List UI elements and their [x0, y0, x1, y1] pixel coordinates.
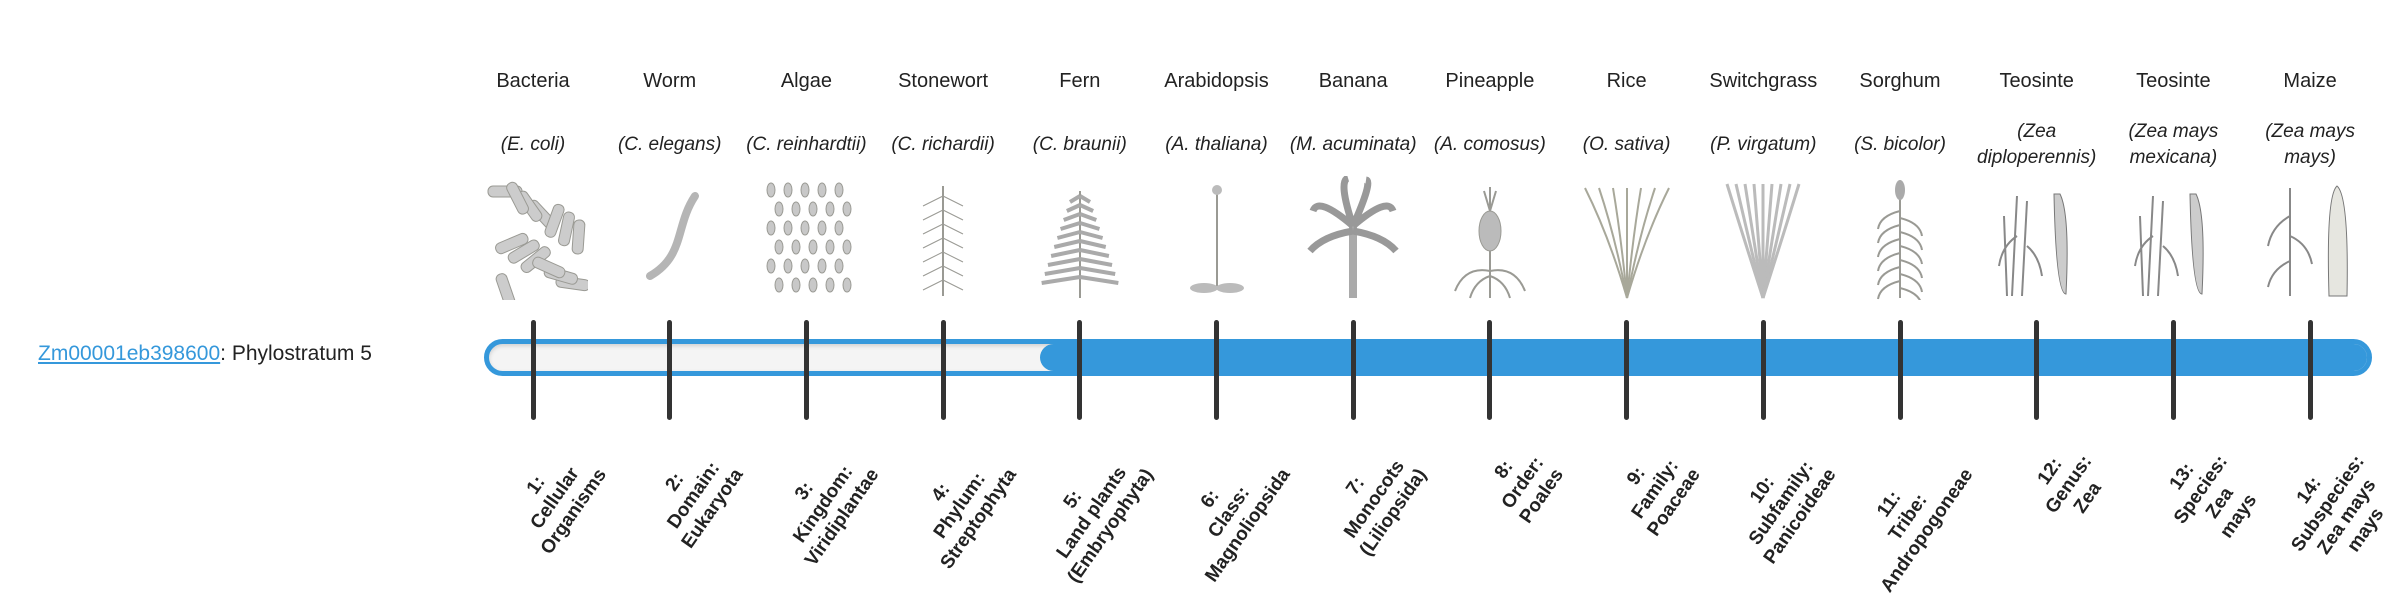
organism-image: [1285, 176, 1422, 300]
organism-species: (Zea mays mexicana): [2128, 121, 2219, 168]
stratum-label: 6: Class: Magnoliopsida: [1196, 464, 1295, 586]
teosinte-icon: [2134, 193, 2205, 297]
stratum-label: 13: Species: Zea mays: [2166, 451, 2262, 543]
stratum-label: 3: Kingdom: Viridiplantae: [789, 462, 884, 571]
bacteria-icon: [487, 181, 588, 300]
organism-image: [2242, 176, 2379, 300]
organism-species: (C. braunii): [1032, 134, 1127, 155]
stratum-tick: [1350, 320, 1356, 420]
organism-image: [2105, 176, 2242, 300]
organism-image: [465, 176, 602, 300]
organism-image: [1421, 176, 1558, 300]
phylostratum-text: : Phylostratum 5: [220, 342, 372, 365]
switchgrass-icon: [1725, 183, 1801, 299]
organism-name: Teosinte: [1999, 70, 2074, 92]
stratum-tick: [1487, 320, 1493, 420]
organism-name: Worm: [643, 70, 697, 92]
stratum-tick: [803, 320, 809, 420]
stratum-tick: [2307, 320, 2313, 420]
teosinte-icon: [1997, 193, 2068, 297]
organism-name: Fern: [1059, 70, 1101, 92]
organism-name: Switchgrass: [1709, 70, 1818, 92]
organism-name: Banana: [1318, 70, 1388, 92]
gene-id-link[interactable]: Zm00001eb398600: [38, 342, 221, 365]
stratum-label: 12: Genus: Zea: [2033, 451, 2106, 518]
organism-species: (A. comosus): [1433, 134, 1546, 155]
stratum-label: 2: Domain: Eukaryota: [661, 458, 748, 553]
stonewort-icon: [922, 186, 964, 296]
organism-species: (P. virgatum): [1710, 134, 1817, 155]
organism-name: Pineapple: [1445, 70, 1535, 92]
organism-image: [601, 176, 738, 300]
organism-species: (A. thaliana): [1165, 134, 1268, 155]
organism-species: (C. reinhardtii): [746, 134, 867, 155]
maize-icon: [2267, 185, 2348, 297]
organism-name: Rice: [1606, 70, 1647, 92]
stratum-tick: [667, 320, 673, 420]
stratum-label: 14: Subspecies: Zea mays mays: [2287, 451, 2389, 559]
stratum-tick: [1760, 320, 1766, 420]
organism-species: (M. acuminata): [1289, 134, 1417, 155]
organism-name: Arabidopsis: [1164, 70, 1269, 92]
gene-label: Zm00001eb398600: Phylostratum 5: [38, 342, 372, 366]
arabidopsis-icon: [1189, 185, 1244, 293]
stratum-tick: [1214, 320, 1219, 420]
organism-species: (Zea mays mays): [2265, 121, 2355, 168]
stratum-label: 5: Land plants (Embryophyta): [1052, 463, 1158, 587]
organism-image: [1148, 176, 1285, 300]
organism-species: (C. richardii): [891, 134, 995, 155]
stratum-tick: [1624, 320, 1630, 420]
organism-species: (Zea diploperennis): [1977, 121, 2097, 168]
stratum-tick: [1897, 320, 1903, 420]
rice-icon: [1583, 187, 1670, 299]
fern-icon: [1041, 191, 1119, 298]
organism-name: Sorghum: [1859, 70, 1941, 92]
stratum-label: 11: Tribe: Andropogoneae: [1873, 464, 1978, 597]
stratum-label: 4: Phylum: Streptophyta: [927, 464, 1021, 573]
organism-image: [875, 176, 1012, 300]
stratum-tick: [530, 320, 536, 420]
organism-species: (E. coli): [500, 134, 566, 155]
organism-name: Bacteria: [496, 70, 570, 92]
stratum-label: 8: Order: Poales: [1490, 453, 1568, 528]
stratum-tick: [940, 320, 946, 420]
organism-image: [1968, 176, 2105, 300]
organism-name: Maize: [2283, 70, 2337, 92]
organism-species: (C. elegans): [617, 134, 722, 155]
organism-species: (O. sativa): [1582, 134, 1671, 155]
worm-icon: [645, 192, 699, 280]
organism-name: Algae: [780, 70, 832, 92]
organism-image: [1558, 176, 1695, 300]
stratum-tick: [2034, 320, 2040, 420]
organism-species: (S. bicolor): [1854, 134, 1946, 155]
organism-image: [1695, 176, 1832, 300]
stratum-label: 9: Family: Poaceae: [1622, 456, 1705, 541]
organism-name: Teosinte: [2136, 70, 2211, 92]
stratum-label: 1: Cellular Organisms: [522, 463, 611, 559]
organism-image: [1832, 176, 1969, 300]
sorghum-icon: [1877, 180, 1923, 300]
organism-image: [1011, 176, 1148, 300]
organism-image: [738, 176, 875, 300]
stratum-tick: [2170, 320, 2176, 420]
stratum-label: 10: Subfamily: Panicoideae: [1745, 457, 1841, 568]
phylostratum-bar: [484, 339, 2372, 376]
stratum-label: 7: Monocots (Liliopsida): [1340, 456, 1432, 561]
pineapple-icon: [1453, 187, 1526, 299]
algae-icon: [766, 182, 852, 293]
organism-name: Stonewort: [898, 70, 989, 92]
stratum-tick: [1077, 320, 1083, 420]
phylostratum-fill: [1039, 344, 2367, 371]
banana-icon: [1307, 176, 1399, 298]
